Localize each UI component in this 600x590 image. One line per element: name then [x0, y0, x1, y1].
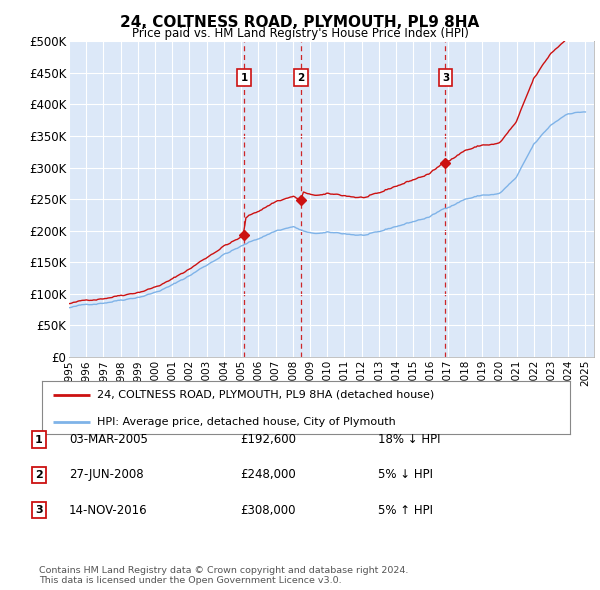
Text: 1: 1 [35, 435, 43, 444]
Text: 14-NOV-2016: 14-NOV-2016 [69, 504, 148, 517]
Text: 24, COLTNESS ROAD, PLYMOUTH, PL9 8HA (detached house): 24, COLTNESS ROAD, PLYMOUTH, PL9 8HA (de… [97, 390, 434, 400]
Text: 1: 1 [241, 73, 248, 83]
Text: £192,600: £192,600 [240, 433, 296, 446]
Text: 2: 2 [298, 73, 305, 83]
Text: 03-MAR-2005: 03-MAR-2005 [69, 433, 148, 446]
Text: 27-JUN-2008: 27-JUN-2008 [69, 468, 143, 481]
Text: £308,000: £308,000 [240, 504, 296, 517]
Text: £248,000: £248,000 [240, 468, 296, 481]
Text: 3: 3 [442, 73, 449, 83]
Text: Price paid vs. HM Land Registry's House Price Index (HPI): Price paid vs. HM Land Registry's House … [131, 27, 469, 40]
Text: 18% ↓ HPI: 18% ↓ HPI [378, 433, 440, 446]
Text: 5% ↑ HPI: 5% ↑ HPI [378, 504, 433, 517]
Text: 24, COLTNESS ROAD, PLYMOUTH, PL9 8HA: 24, COLTNESS ROAD, PLYMOUTH, PL9 8HA [121, 15, 479, 30]
Text: 3: 3 [35, 506, 43, 515]
Text: 5% ↓ HPI: 5% ↓ HPI [378, 468, 433, 481]
Text: HPI: Average price, detached house, City of Plymouth: HPI: Average price, detached house, City… [97, 417, 396, 427]
Text: 2: 2 [35, 470, 43, 480]
Text: Contains HM Land Registry data © Crown copyright and database right 2024.
This d: Contains HM Land Registry data © Crown c… [39, 566, 409, 585]
